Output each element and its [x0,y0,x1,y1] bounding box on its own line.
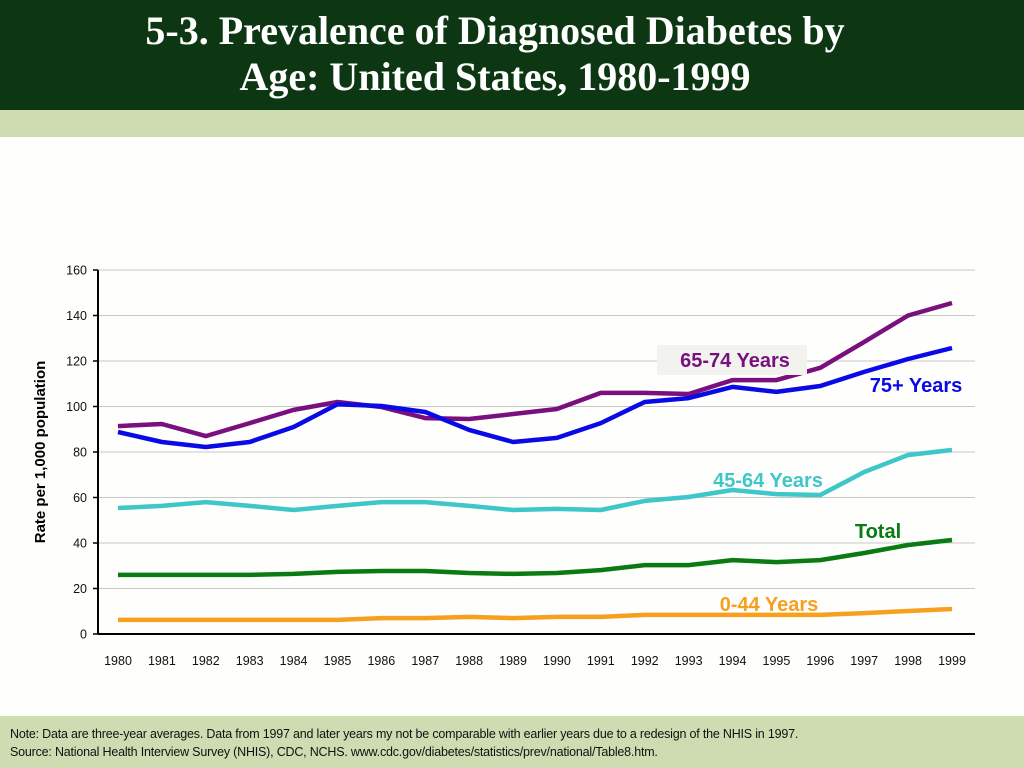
series-line-total [118,537,953,578]
chart-title-line-1: 5-3. Prevalence of Diagnosed Diabetes by [145,8,845,53]
x-tick-label: 1987 [411,654,439,668]
x-tick-label: 1994 [719,654,747,668]
y-tick-label: 120 [66,355,87,369]
series-labels: 65-74 Years 75+ Years 45-64 Years Total 0-44… [657,345,962,616]
footnote-note: Note: Data are three-year averages. Data… [10,727,799,741]
series-label-65-74-years: 65-74 Years [680,350,790,372]
x-tick-label: 1997 [850,654,878,668]
series-label-45-64-years: 45-64 Years [713,470,823,492]
footnote-source: Source: National Health Interview Survey… [10,745,658,759]
series-label-total: Total [855,521,901,543]
y-tick-label: 60 [73,491,87,505]
series-label-75-years: 75+ Years [870,375,963,397]
series-lines [117,300,953,623]
x-tick-label: 1984 [280,654,308,668]
header-accent-stripe [0,110,1024,137]
y-tick-labels: 0 20 40 60 80 100 120 140 160 [66,264,87,642]
y-tick-label: 80 [73,446,87,460]
chart-title: 5-3. Prevalence of Diagnosed Diabetes by… [0,8,990,100]
y-tick-label: 100 [66,400,87,414]
title-banner: 5-3. Prevalence of Diagnosed Diabetes by… [0,0,1024,110]
y-tick-label: 0 [80,628,87,642]
x-tick-label: 1986 [367,654,395,668]
x-tick-label: 1985 [324,654,352,668]
gridlines [98,269,975,589]
y-tick-label: 140 [66,309,87,323]
series-label-0-44-years: 0-44 Years [720,594,819,616]
x-tick-label: 1998 [894,654,922,668]
series-line-75-years [117,345,953,450]
x-tick-label: 1992 [631,654,659,668]
x-tick-label: 1990 [543,654,571,668]
y-tick-label: 160 [66,264,87,278]
y-tick-label: 40 [73,537,87,551]
x-tick-label: 1980 [104,654,132,668]
x-tick-label: 1988 [455,654,483,668]
x-tick-labels: 1980 1981 1982 1983 1984 1985 1986 1987 1988 1989… [104,654,966,668]
x-tick-label: 1999 [938,654,966,668]
series-line-45-64-years [117,447,953,513]
y-tick-label: 20 [73,582,87,596]
series-line-0-44-years [118,606,953,623]
x-tick-label: 1996 [806,654,834,668]
x-tick-label: 1993 [675,654,703,668]
series-line-65-74-years [117,300,953,439]
chart-title-line-2: Age: United States, 1980-1999 [239,54,751,99]
series-label-background [657,345,807,375]
x-tick-label: 1989 [499,654,527,668]
axes [93,269,975,635]
footnote-panel: Note: Data are three-year averages. Data… [0,716,1024,768]
x-tick-label: 1981 [148,654,176,668]
x-tick-label: 1995 [763,654,791,668]
y-axis-label: Rate per 1,000 population [32,361,49,544]
x-tick-label: 1983 [236,654,264,668]
x-tick-label: 1982 [192,654,220,668]
x-tick-label: 1991 [587,654,615,668]
